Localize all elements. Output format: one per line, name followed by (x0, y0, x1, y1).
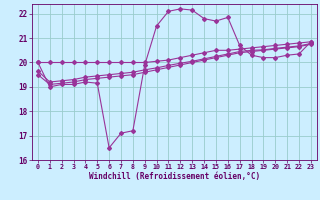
X-axis label: Windchill (Refroidissement éolien,°C): Windchill (Refroidissement éolien,°C) (89, 172, 260, 181)
